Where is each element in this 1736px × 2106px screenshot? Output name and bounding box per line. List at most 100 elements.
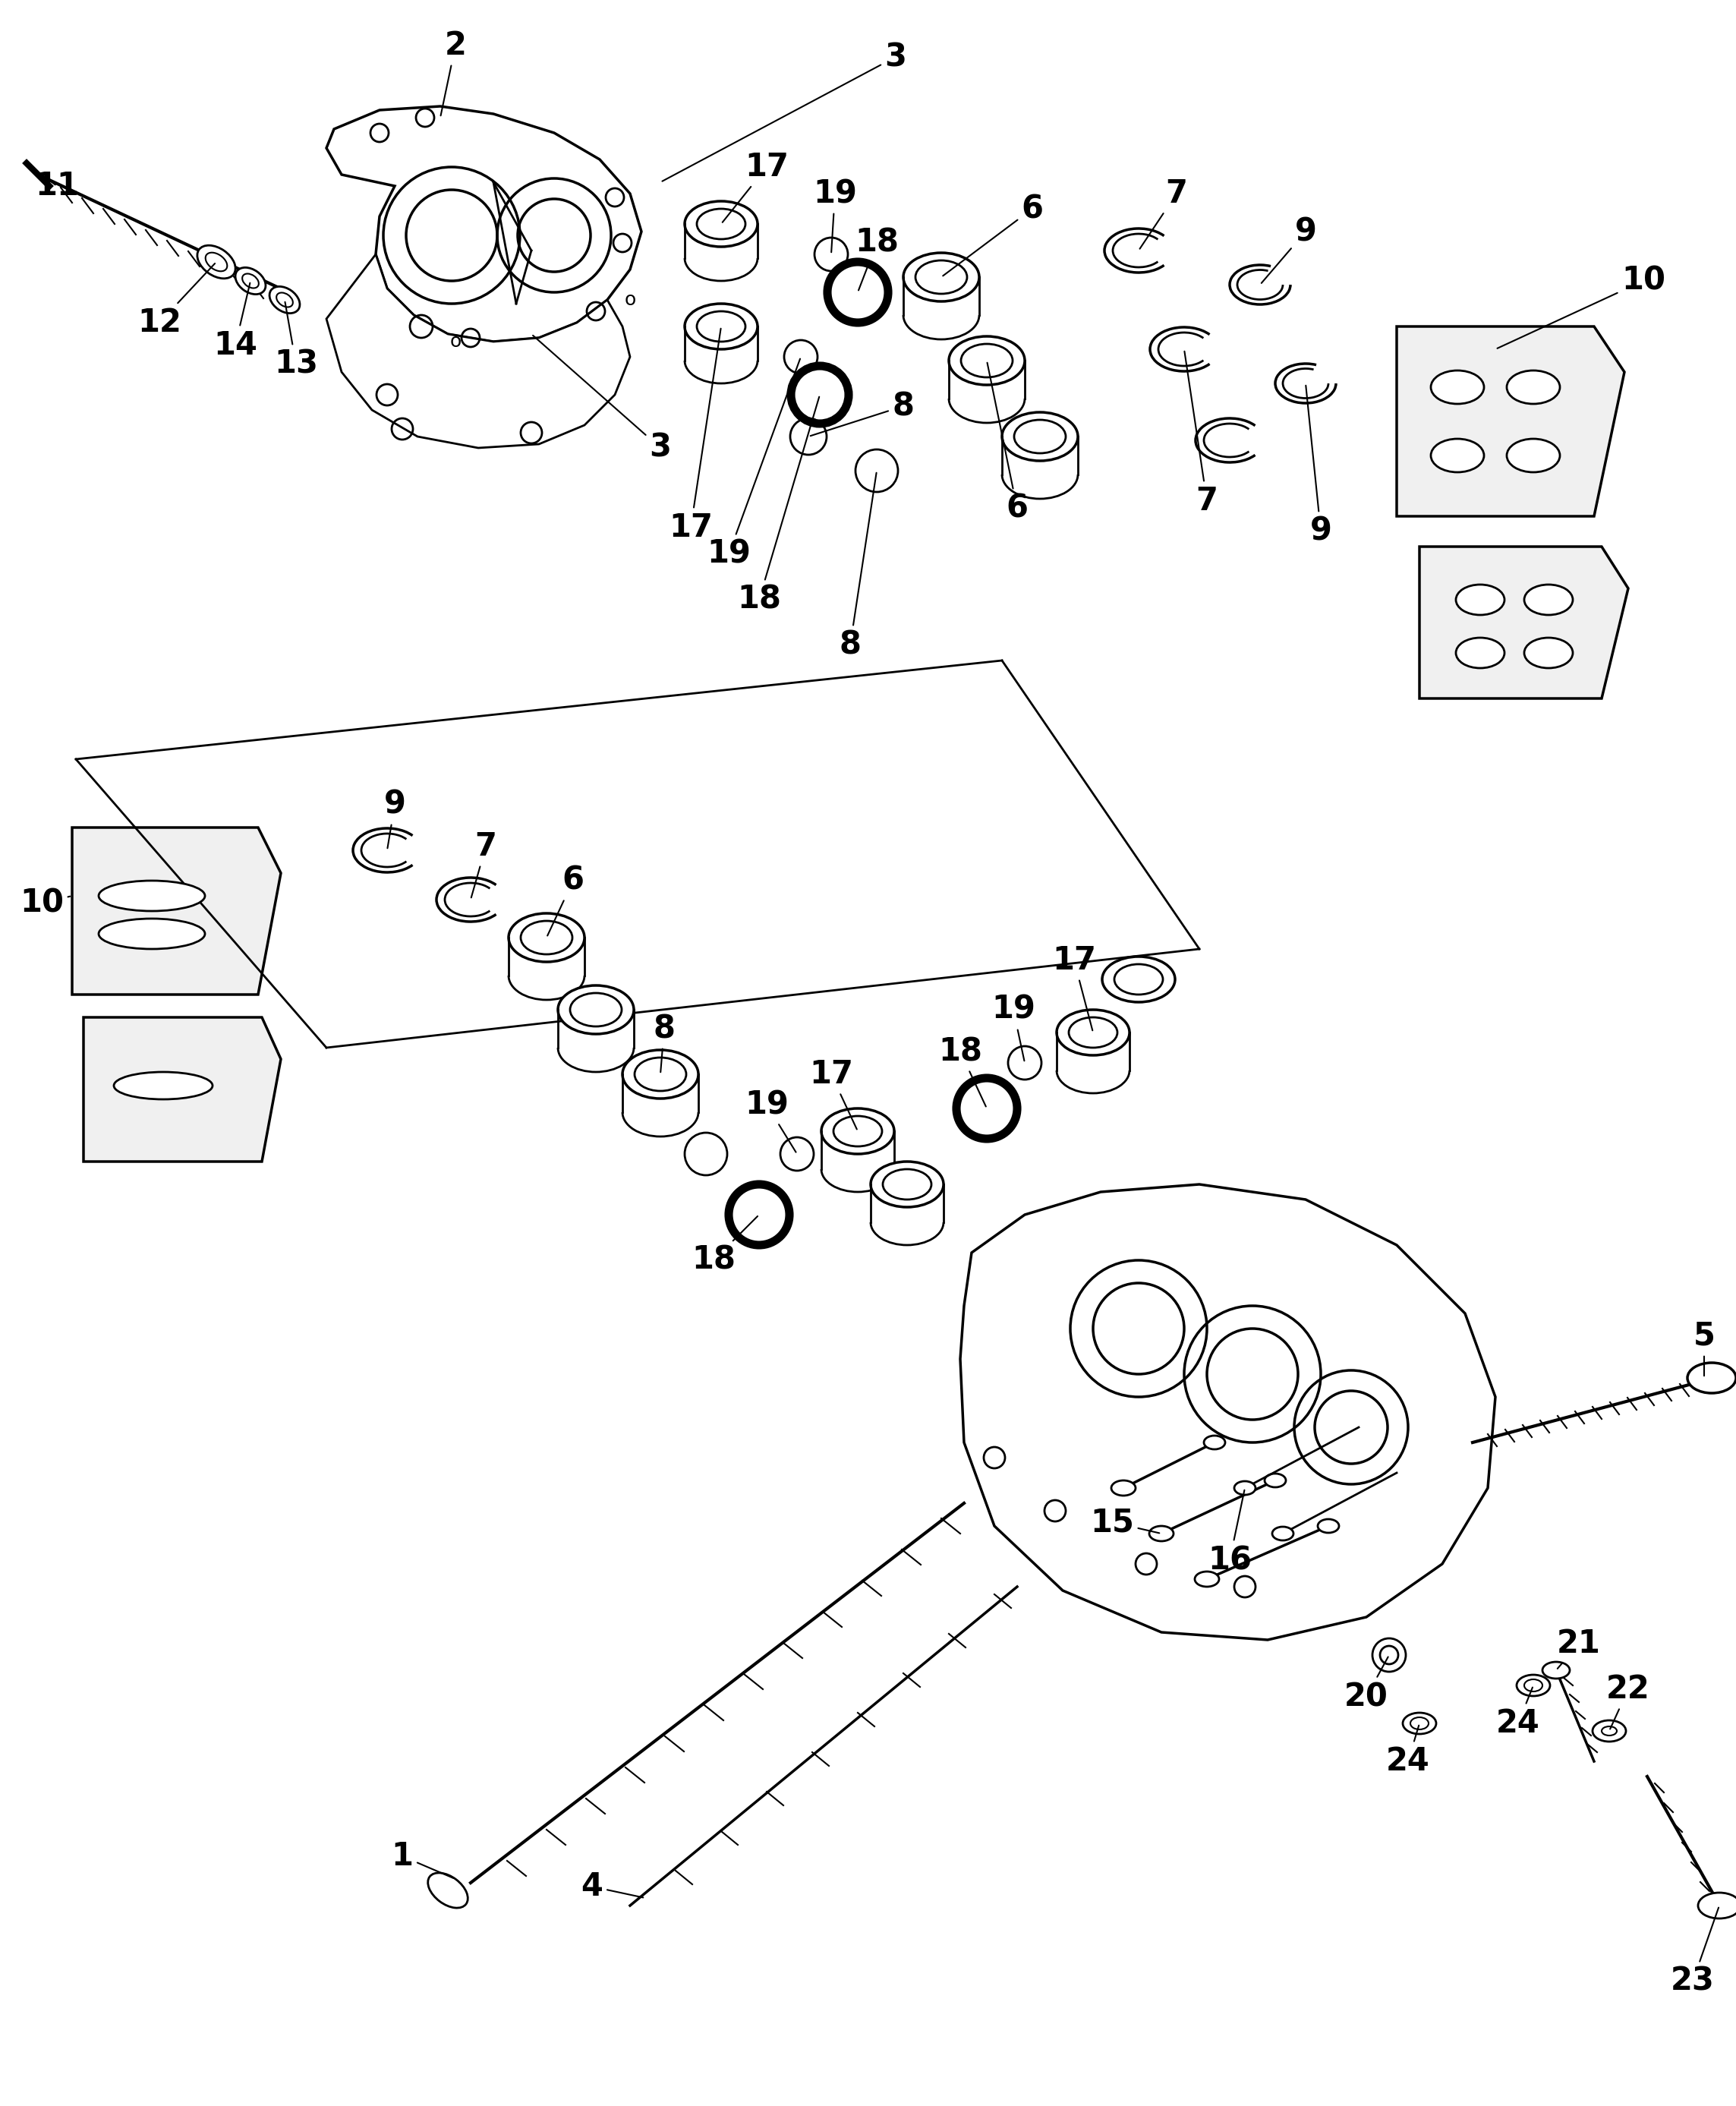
Ellipse shape bbox=[696, 208, 745, 240]
Text: 15: 15 bbox=[1090, 1506, 1160, 1537]
Text: 17: 17 bbox=[722, 152, 788, 223]
Text: 4: 4 bbox=[582, 1870, 642, 1902]
Ellipse shape bbox=[915, 261, 967, 295]
Text: 7: 7 bbox=[470, 830, 496, 897]
Ellipse shape bbox=[569, 994, 621, 1026]
Text: 7: 7 bbox=[1184, 352, 1219, 516]
Polygon shape bbox=[326, 255, 630, 449]
Text: 18: 18 bbox=[738, 396, 819, 615]
Ellipse shape bbox=[962, 343, 1012, 377]
Text: 5: 5 bbox=[1693, 1320, 1715, 1375]
Polygon shape bbox=[1420, 548, 1628, 699]
Ellipse shape bbox=[1234, 1481, 1255, 1495]
Text: 23: 23 bbox=[1670, 1908, 1719, 1996]
Text: 7: 7 bbox=[1141, 177, 1187, 249]
Ellipse shape bbox=[1057, 1009, 1130, 1055]
Text: o: o bbox=[625, 291, 635, 310]
Text: 9: 9 bbox=[384, 790, 406, 849]
Text: 1: 1 bbox=[391, 1841, 453, 1879]
Text: 6: 6 bbox=[943, 194, 1043, 276]
Ellipse shape bbox=[236, 267, 266, 295]
Ellipse shape bbox=[99, 918, 205, 950]
Text: 19: 19 bbox=[745, 1089, 795, 1152]
Text: 8: 8 bbox=[653, 1013, 675, 1072]
Text: 17: 17 bbox=[1052, 943, 1095, 1030]
Ellipse shape bbox=[1524, 1678, 1543, 1691]
Text: 10: 10 bbox=[19, 887, 69, 920]
Ellipse shape bbox=[1698, 1893, 1736, 1919]
Polygon shape bbox=[83, 1017, 281, 1163]
Text: 19: 19 bbox=[707, 358, 800, 571]
Text: 6: 6 bbox=[988, 362, 1028, 524]
Ellipse shape bbox=[884, 1169, 932, 1200]
Ellipse shape bbox=[1203, 1436, 1226, 1449]
Text: 3: 3 bbox=[661, 40, 906, 181]
Text: 8: 8 bbox=[838, 472, 877, 661]
Text: 8: 8 bbox=[811, 390, 915, 436]
Ellipse shape bbox=[1410, 1716, 1429, 1729]
Text: 24: 24 bbox=[1496, 1687, 1540, 1740]
Text: 18: 18 bbox=[691, 1215, 757, 1276]
Ellipse shape bbox=[1149, 1527, 1174, 1542]
Ellipse shape bbox=[684, 303, 757, 350]
Ellipse shape bbox=[521, 920, 573, 954]
Ellipse shape bbox=[833, 1116, 882, 1146]
Text: 17: 17 bbox=[668, 329, 720, 543]
Ellipse shape bbox=[1687, 1363, 1736, 1392]
Ellipse shape bbox=[684, 202, 757, 246]
Ellipse shape bbox=[99, 880, 205, 912]
Text: 6: 6 bbox=[547, 866, 583, 935]
Ellipse shape bbox=[1430, 371, 1484, 404]
Ellipse shape bbox=[115, 1072, 212, 1099]
Ellipse shape bbox=[1115, 965, 1163, 994]
Ellipse shape bbox=[1264, 1474, 1286, 1487]
Text: 19: 19 bbox=[812, 177, 858, 253]
Ellipse shape bbox=[427, 1872, 467, 1908]
Text: 20: 20 bbox=[1344, 1657, 1389, 1712]
Text: 18: 18 bbox=[854, 227, 899, 291]
Ellipse shape bbox=[269, 286, 300, 314]
Ellipse shape bbox=[1111, 1481, 1135, 1495]
Text: 13: 13 bbox=[274, 301, 318, 381]
Ellipse shape bbox=[1457, 585, 1505, 615]
Text: o: o bbox=[450, 333, 462, 352]
Text: 12: 12 bbox=[137, 263, 215, 339]
Text: 16: 16 bbox=[1208, 1491, 1252, 1575]
Ellipse shape bbox=[1014, 419, 1066, 453]
Text: 9: 9 bbox=[1262, 215, 1316, 282]
Text: 19: 19 bbox=[991, 994, 1035, 1061]
Text: 3: 3 bbox=[533, 335, 672, 463]
Polygon shape bbox=[1397, 326, 1625, 516]
Ellipse shape bbox=[509, 914, 585, 962]
Ellipse shape bbox=[1524, 585, 1573, 615]
Text: 24: 24 bbox=[1385, 1725, 1430, 1777]
Ellipse shape bbox=[1403, 1712, 1436, 1733]
Ellipse shape bbox=[1318, 1518, 1338, 1533]
Ellipse shape bbox=[198, 246, 236, 278]
Ellipse shape bbox=[1507, 371, 1561, 404]
Ellipse shape bbox=[1457, 638, 1505, 668]
Polygon shape bbox=[73, 828, 281, 994]
Ellipse shape bbox=[1592, 1721, 1627, 1742]
Text: 21: 21 bbox=[1557, 1628, 1601, 1668]
Ellipse shape bbox=[871, 1163, 944, 1207]
Ellipse shape bbox=[1069, 1017, 1118, 1047]
Text: 11: 11 bbox=[35, 171, 78, 202]
Text: 14: 14 bbox=[214, 282, 257, 362]
Ellipse shape bbox=[696, 312, 745, 341]
Ellipse shape bbox=[205, 253, 227, 272]
Ellipse shape bbox=[903, 253, 979, 301]
Ellipse shape bbox=[1517, 1674, 1550, 1695]
Ellipse shape bbox=[623, 1051, 698, 1099]
Ellipse shape bbox=[950, 337, 1024, 385]
Ellipse shape bbox=[1002, 413, 1078, 461]
Ellipse shape bbox=[1102, 956, 1175, 1002]
Ellipse shape bbox=[557, 986, 634, 1034]
Text: 22: 22 bbox=[1606, 1674, 1651, 1729]
Text: 17: 17 bbox=[809, 1059, 858, 1129]
Text: 9: 9 bbox=[1305, 385, 1332, 548]
Ellipse shape bbox=[1194, 1571, 1219, 1586]
Polygon shape bbox=[960, 1184, 1495, 1641]
Text: 2: 2 bbox=[441, 29, 467, 116]
Ellipse shape bbox=[1430, 438, 1484, 472]
